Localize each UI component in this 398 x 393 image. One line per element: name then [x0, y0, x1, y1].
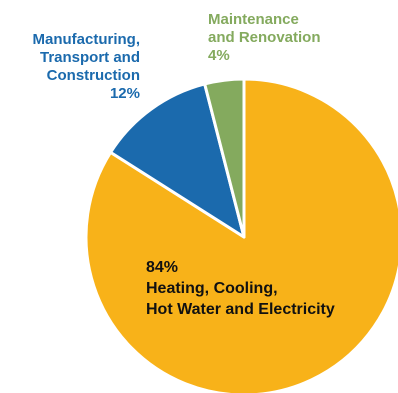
label-line: Hot Water and Electricity	[146, 301, 335, 318]
label-maintenance-renovation: Maintenance and Renovation 4%	[208, 11, 321, 65]
label-line: Maintenance	[208, 11, 299, 28]
slice-maintenance-renovation	[203, 77, 246, 239]
label-line: Heating, Cooling,	[146, 280, 278, 297]
label-line: Manufacturing,	[32, 31, 141, 48]
label-percent: 4%	[208, 47, 230, 64]
label-manufacturing-transport-construction: Manufacturing, Transport and Constructio…	[33, 31, 141, 103]
label-line: Transport and	[39, 49, 140, 66]
label-percent: 84%	[146, 259, 179, 276]
label-heating-cooling-electricity: 84% Heating, Cooling, Hot Water and Elec…	[146, 257, 335, 320]
label-percent: 12%	[109, 85, 140, 102]
label-line: Construction	[46, 67, 140, 84]
label-line: and Renovation	[208, 29, 321, 46]
slice-manufacturing-transport-construction	[109, 82, 246, 239]
